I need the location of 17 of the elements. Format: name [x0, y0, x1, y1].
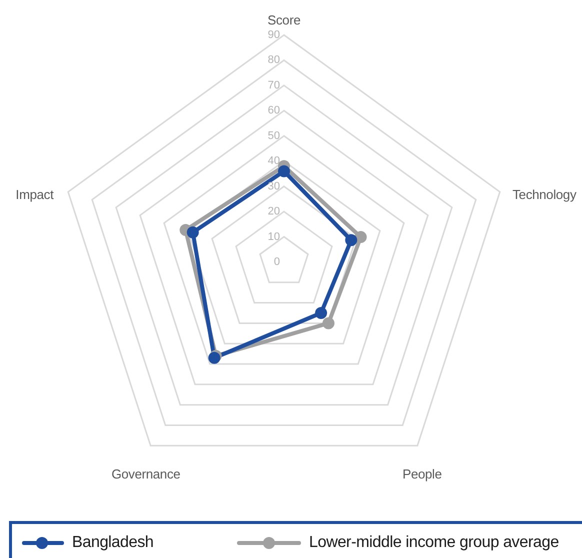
y-tick-label: 60 — [268, 104, 280, 117]
spoke-label: Technology — [512, 186, 577, 202]
y-tick-label: 50 — [268, 130, 280, 142]
spoke-label: People — [402, 466, 442, 482]
spoke-label: Score — [268, 12, 300, 28]
y-tick-label: 80 — [268, 54, 280, 66]
y-tick-label: 30 — [268, 180, 280, 192]
spoke-label: Impact — [16, 186, 54, 202]
legend-label: Lower-middle income group average — [309, 534, 559, 552]
y-tick-label: 70 — [268, 79, 280, 92]
y-tick-label: 20 — [268, 206, 280, 218]
y-tick-label: 10 — [268, 230, 280, 243]
legend-label: Bangladesh — [72, 534, 154, 552]
spoke-label: Governance — [111, 466, 180, 482]
y-tick-label: 0 — [274, 256, 280, 268]
y-tick-label: 40 — [268, 155, 280, 168]
y-tick-label: 90 — [268, 29, 280, 41]
